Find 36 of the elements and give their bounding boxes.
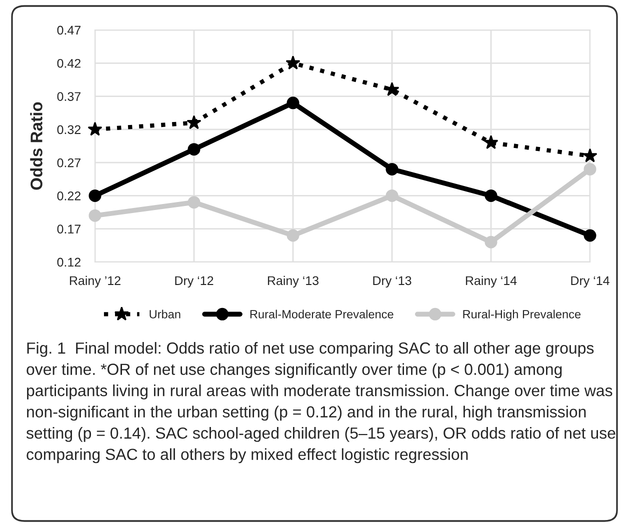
point xyxy=(584,162,596,176)
y-tick-label: 0.32 xyxy=(57,125,80,134)
point xyxy=(386,189,398,202)
point xyxy=(186,115,202,130)
legend-label: Rural-Moderate Prevalence xyxy=(250,310,394,318)
point xyxy=(188,196,200,209)
point xyxy=(484,135,498,149)
caption: Fig. 1 Final model: Odds ratio of net use comparing SAC to all other age groups over time. *OR of net use changes significantly over time (p < 0.001) among participants living in rural areas with moderate transmission. Change over time was non-significant in the urban setting (p = 0.12) and in the rural, high transmission setting (p = 0.14). SAC school-aged children (5–15 years), OR odds ratio of net use comparing SAC to all others by mixed effect logistic regression xyxy=(26,342,616,464)
y-tick-label: 0.17 xyxy=(57,224,80,234)
x-tick-label: Dry ‘12 xyxy=(175,276,214,288)
x-tick-label: Rainy ‘13 xyxy=(268,276,319,288)
y-tick-label: 0.22 xyxy=(57,192,80,200)
point xyxy=(484,236,498,248)
point xyxy=(88,189,102,202)
x-tick-label: Rainy ‘14 xyxy=(466,276,517,288)
point xyxy=(286,229,300,242)
point xyxy=(286,96,300,110)
point xyxy=(386,162,398,176)
y-tick-label: 0.42 xyxy=(57,58,80,68)
y-tick-label: 0.37 xyxy=(57,92,80,101)
point xyxy=(286,56,300,70)
x-tick-label: Dry ‘13 xyxy=(373,276,412,288)
x-tick-label: Dry ‘14 xyxy=(571,276,610,288)
y-tick-label: 0.12 xyxy=(57,258,80,267)
point xyxy=(188,143,200,156)
point xyxy=(88,122,102,136)
point xyxy=(582,148,598,162)
legend-label: Urban xyxy=(150,310,180,318)
y-tick-label: 0.47 xyxy=(57,26,80,35)
x-tick-label: Rainy ’12 xyxy=(70,276,120,288)
y-tick-label: 0.27 xyxy=(57,158,80,168)
point xyxy=(88,209,102,222)
point xyxy=(484,189,498,202)
legend-label: Rural-High Prevalence xyxy=(463,310,581,321)
point xyxy=(584,229,596,242)
y-axis-title: Odds Ratio xyxy=(30,102,42,190)
